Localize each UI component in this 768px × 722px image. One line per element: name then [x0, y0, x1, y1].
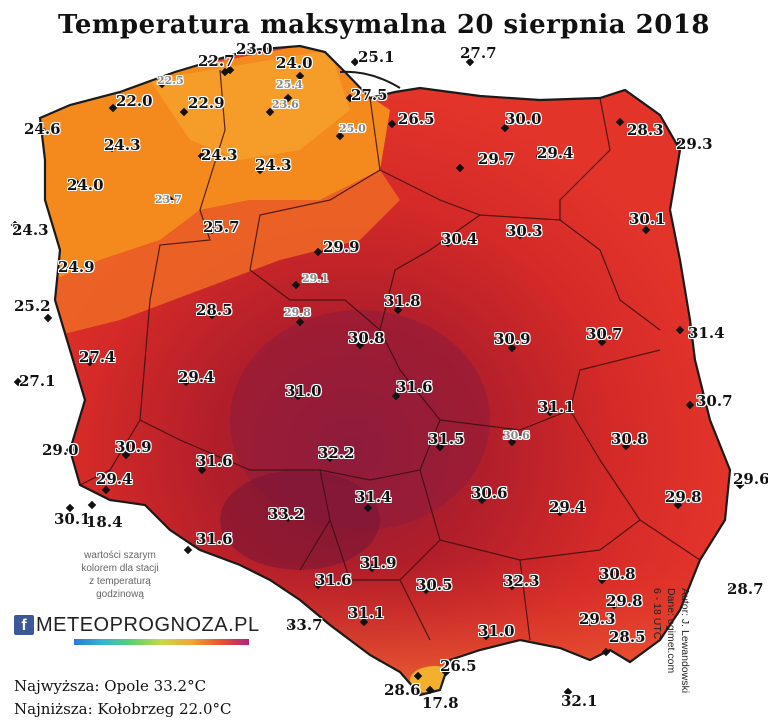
station-temperature-label: 28.6 — [384, 681, 421, 699]
station-temperature-label: 30.7 — [696, 392, 733, 410]
station-temperature-label: 31.1 — [348, 604, 385, 622]
station-temperature-label: 31.9 — [360, 554, 397, 572]
station-temperature-label: 29.4 — [96, 470, 133, 488]
station-temperature-label: 25.7 — [203, 218, 240, 236]
station-temperature-label: 29.3 — [579, 610, 616, 628]
station-temperature-label: 33.2 — [268, 505, 305, 523]
map-title: Temperatura maksymalna 20 sierpnia 2018 — [57, 10, 711, 40]
station-temperature-label: 23.6 — [272, 98, 299, 111]
credit-data: Dane: ogimet.com — [665, 588, 677, 674]
station-temperature-label: 22.9 — [188, 94, 225, 112]
station-temperature-label: 29.8 — [606, 592, 643, 610]
station-temperature-label: 31.6 — [396, 378, 433, 396]
legend-note-line: wartości szarym — [84, 550, 156, 561]
station-temperature-label: 29.8 — [665, 488, 702, 506]
station-temperature-label: 30.6 — [503, 429, 530, 442]
station-temperature-label: 30.0 — [505, 110, 542, 128]
legend-note-line: z temperaturą — [89, 576, 151, 587]
station-temperature-label: 29.1 — [302, 272, 329, 285]
legend-note-line: kolorem dla stacji — [81, 563, 159, 574]
station-temperature-label: 31.4 — [688, 324, 725, 342]
station-temperature-label: 29.0 — [42, 441, 79, 459]
facebook-icon[interactable]: f — [14, 615, 34, 635]
station-temperature-label: 29.9 — [323, 238, 360, 256]
station-temperature-label: 24.3 — [104, 136, 141, 154]
station-temperature-label: 24.3 — [201, 146, 238, 164]
station-temperature-label: 32.1 — [561, 692, 598, 710]
station-temperature-label: 29.8 — [284, 306, 311, 319]
station-temperature-label: 28.5 — [609, 628, 646, 646]
station-temperature-label: 26.5 — [398, 110, 435, 128]
station-temperature-label: 32.3 — [503, 572, 540, 590]
station-temperature-label: 28.7 — [727, 580, 764, 598]
station-temperature-label: 31.1 — [538, 398, 575, 416]
station-temperature-label: 27.1 — [19, 372, 56, 390]
station-temperature-label: 30.8 — [348, 329, 385, 347]
station-temperature-label: 30.3 — [506, 222, 543, 240]
station-temperature-label: 23.7 — [155, 193, 182, 206]
station-temperature-label: 30.1 — [54, 510, 91, 528]
station-temperature-label: 22.0 — [116, 92, 153, 110]
station-temperature-label: 33.7 — [286, 616, 323, 634]
station-temperature-label: 30.8 — [599, 565, 636, 583]
station-temperature-label: 30.9 — [115, 438, 152, 456]
station-temperature-label: 22.5 — [157, 74, 184, 87]
station-temperature-label: 30.8 — [611, 430, 648, 448]
station-temperature-label: 29.4 — [537, 144, 574, 162]
station-temperature-label: 30.4 — [441, 230, 478, 248]
highest-temperature: Najwyższa: Opole 33.2°C — [14, 677, 207, 695]
legend-note-line: godzinową — [96, 589, 144, 600]
station-temperature-label: 31.0 — [285, 382, 322, 400]
station-temperature-label: 31.6 — [196, 452, 233, 470]
station-temperature-label: 27.5 — [351, 86, 388, 104]
station-temperature-label: 25.1 — [358, 48, 395, 66]
station-temperature-label: 24.3 — [255, 156, 292, 174]
station-temperature-label: 24.0 — [67, 176, 104, 194]
station-temperature-label: 29.6 — [733, 470, 768, 488]
station-temperature-label: 31.4 — [355, 488, 392, 506]
station-temperature-label: 24.9 — [58, 258, 95, 276]
legend-note: wartości szarym kolorem dla stacji z tem… — [55, 549, 185, 601]
station-temperature-label: 31.5 — [428, 430, 465, 448]
station-temperature-label: 24.0 — [276, 54, 313, 72]
station-temperature-label: 30.1 — [629, 210, 666, 228]
station-temperature-label: 31.8 — [384, 292, 421, 310]
station-temperature-label: 31.0 — [478, 622, 515, 640]
station-temperature-label: 30.7 — [586, 325, 623, 343]
station-temperature-label: 29.4 — [549, 498, 586, 516]
station-temperature-label: 31.6 — [315, 571, 352, 589]
station-temperature-label: 32.2 — [318, 444, 355, 462]
lowest-temperature: Najniższa: Kołobrzeg 22.0°C — [14, 700, 232, 718]
station-temperature-label: 30.9 — [494, 330, 531, 348]
station-temperature-label: 28.5 — [196, 301, 233, 319]
station-temperature-label: 29.3 — [676, 135, 713, 153]
station-temperature-label: 24.6 — [24, 120, 61, 138]
station-temperature-label: 17.8 — [422, 694, 459, 712]
meteoprognoza-logo[interactable]: f METEOPROGNOZA.PL — [14, 612, 260, 645]
station-temperature-label: 29.4 — [178, 368, 215, 386]
station-temperature-label: 31.6 — [196, 530, 233, 548]
station-temperature-label: 23.0 — [236, 40, 273, 58]
credit-time: 6 - 18 UTC — [651, 588, 663, 640]
station-temperature-label: 25.4 — [276, 78, 303, 91]
credit-author: Autor: J. Lewandowski — [679, 588, 691, 694]
station-temperature-label: 27.4 — [79, 348, 116, 366]
station-temperature-label: 30.5 — [416, 576, 453, 594]
station-temperature-label: 29.7 — [478, 150, 515, 168]
station-temperature-label: 26.5 — [440, 657, 477, 675]
station-temperature-label: 28.3 — [627, 121, 664, 139]
station-temperature-label: 25.0 — [339, 122, 366, 135]
station-temperature-label: 24.3 — [12, 221, 49, 239]
station-temperature-label: 30.6 — [471, 484, 508, 502]
logo-text: METEOPROGNOZA.PL — [36, 613, 260, 636]
station-temperature-label: 18.4 — [86, 513, 123, 531]
station-temperature-label: 22.7 — [198, 52, 235, 70]
logo-color-strip — [74, 639, 249, 645]
station-temperature-label: 27.7 — [460, 44, 497, 62]
credits: Autor: J. Lewandowski Dane: ogimet.com 6… — [650, 588, 692, 693]
station-temperature-label: 25.2 — [14, 297, 51, 315]
